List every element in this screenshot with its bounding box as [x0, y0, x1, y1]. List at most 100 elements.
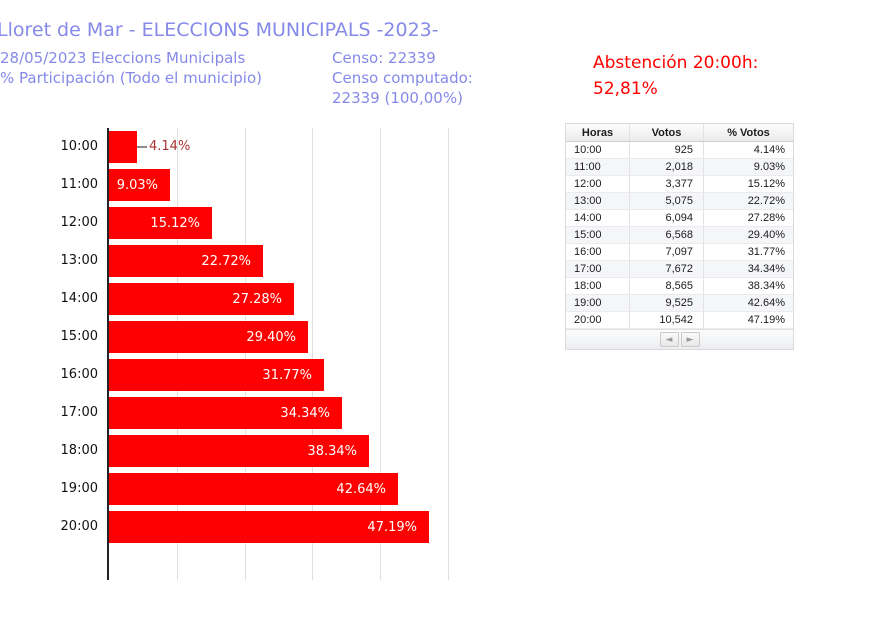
- table-cell-votos: 6,568: [630, 227, 704, 243]
- participation-bar: 9.03%: [109, 169, 170, 201]
- bar-value-label: 42.64%: [336, 481, 386, 497]
- pagination-prev-icon: ◄: [665, 334, 673, 345]
- chart-gridline: [177, 128, 178, 580]
- participation-bar: 22.72%: [109, 245, 263, 277]
- election-date-line: 28/05/2023 Eleccions Municipals: [0, 49, 246, 67]
- table-row: 13:00 5,075 22.72%: [566, 193, 793, 210]
- table-cell-votos: 3,377: [630, 176, 704, 192]
- bar-value-label: 31.77%: [262, 367, 312, 383]
- table-cell-hora: 11:00: [566, 159, 630, 175]
- table-row: 12:00 3,377 15.12%: [566, 176, 793, 193]
- chart-row: 14:00 27.28%: [61, 280, 453, 318]
- table-row: 10:00 925 4.14%: [566, 142, 793, 159]
- hour-tick-label: 11:00: [60, 177, 98, 192]
- censo-computado-value: 22339 (100,00%): [332, 89, 463, 107]
- pagination-next-button[interactable]: ►: [680, 332, 700, 347]
- table-pagination: ◄ ►: [566, 329, 793, 349]
- chart-row: 12:00 15.12%: [61, 204, 453, 242]
- chart-gridline: [380, 128, 381, 580]
- hour-tick-label: 16:00: [60, 367, 98, 382]
- table-cell-pct: 29.40%: [747, 229, 785, 241]
- hour-tick-label: 12:00: [60, 215, 98, 230]
- table-cell-votos: 925: [630, 142, 704, 158]
- abstencion-info: Abstención 20:00h: 52,81%: [593, 50, 758, 102]
- hour-tick-label: 19:00: [60, 481, 98, 496]
- participation-bar: 15.12%: [109, 207, 212, 239]
- bar-value-label: 38.34%: [307, 443, 357, 459]
- participation-bar: 27.28%: [109, 283, 294, 315]
- censo-computado-label: Censo computado:: [332, 69, 473, 87]
- bar-value-label: 34.34%: [280, 405, 330, 421]
- table-cell-votos: 10,542: [630, 312, 704, 328]
- table-cell-pct: 15.12%: [747, 178, 785, 190]
- censo-info: Censo: 22339 Censo computado: 22339 (100…: [332, 48, 473, 108]
- chart-row: 13:00 22.72%: [61, 242, 453, 280]
- table-cell-hora: 17:00: [566, 261, 630, 277]
- bar-value-label: 47.19%: [367, 519, 417, 535]
- table-cell-pct: 31.77%: [747, 246, 785, 258]
- chart-gridline: [312, 128, 313, 580]
- chart-row: 17:00 34.34%: [61, 394, 453, 432]
- chart-row: 15:00 29.40%: [61, 318, 453, 356]
- table-row: 19:00 9,525 42.64%: [566, 295, 793, 312]
- hour-tick-label: 20:00: [60, 519, 98, 534]
- bar-value-label: 4.14%: [149, 139, 191, 154]
- participation-bar: 42.64%: [109, 473, 398, 505]
- participation-bar: 29.40%: [109, 321, 308, 353]
- table-cell-pct: 4.14%: [753, 144, 785, 156]
- pagination-prev-button[interactable]: ◄: [659, 332, 679, 347]
- chart-row: 20:00 47.19%: [61, 508, 453, 546]
- bar-value-label: 9.03%: [116, 177, 158, 193]
- table-cell-hora: 13:00: [566, 193, 630, 209]
- hour-tick-label: 17:00: [60, 405, 98, 420]
- hour-tick-label: 14:00: [60, 291, 98, 306]
- table-row: 17:00 7,672 34.34%: [566, 261, 793, 278]
- table-cell-votos: 8,565: [630, 278, 704, 294]
- table-cell-votos: 6,094: [630, 210, 704, 226]
- bar-label-connector: [137, 146, 147, 148]
- participation-bar: 38.34%: [109, 435, 369, 467]
- pagination-next-icon: ►: [686, 334, 694, 345]
- table-cell-hora: 15:00: [566, 227, 630, 243]
- table-row: 18:00 8,565 38.34%: [566, 278, 793, 295]
- hour-tick-label: 15:00: [60, 329, 98, 344]
- chart-row: 11:00 9.03%: [61, 166, 453, 204]
- table-cell-pct: 47.19%: [747, 314, 785, 326]
- censo-line: Censo: 22339: [332, 49, 436, 67]
- abstencion-value: 52,81%: [593, 79, 658, 99]
- table-cell-hora: 12:00: [566, 176, 630, 192]
- votes-table-body: 10:00 925 4.14% 11:00 2,018 9.03% 12:00 3,377 15…: [566, 142, 793, 329]
- table-row: 16:00 7,097 31.77%: [566, 244, 793, 261]
- table-row: 14:00 6,094 27.28%: [566, 210, 793, 227]
- bar-value-label: 27.28%: [232, 291, 282, 307]
- chart-row: 16:00 31.77%: [61, 356, 453, 394]
- participation-bar: 31.77%: [109, 359, 324, 391]
- table-cell-hora: 18:00: [566, 278, 630, 294]
- table-cell-hora: 14:00: [566, 210, 630, 226]
- chart-row: 18:00 38.34%: [61, 432, 453, 470]
- table-cell-hora: 19:00: [566, 295, 630, 311]
- column-header-horas: Horas: [566, 124, 630, 141]
- participation-line: % Participación (Todo el municipio): [0, 69, 262, 87]
- table-cell-pct: 38.34%: [747, 280, 785, 292]
- table-cell-hora: 20:00: [566, 312, 630, 328]
- bar-value-label: 29.40%: [246, 329, 296, 345]
- chart-y-axis-line: [107, 128, 109, 580]
- hour-tick-label: 13:00: [60, 253, 98, 268]
- chart-gridline: [448, 128, 449, 580]
- chart-row: 19:00 42.64%: [61, 470, 453, 508]
- votes-table: Horas Votos % Votos 10:00 925 4.14% 11:00 2,…: [565, 123, 794, 350]
- table-cell-hora: 16:00: [566, 244, 630, 260]
- participation-bar: [109, 131, 137, 163]
- bar-value-label: 22.72%: [201, 253, 251, 269]
- abstencion-label: Abstención 20:00h:: [593, 53, 759, 73]
- table-cell-pct: 42.64%: [747, 297, 785, 309]
- hour-tick-label: 18:00: [60, 443, 98, 458]
- table-cell-pct: 22.72%: [747, 195, 785, 207]
- election-subtitle: 28/05/2023 Eleccions Municipals % Partic…: [0, 48, 262, 88]
- participation-bar-chart: 10:00 4.14% 11:00 9.03% 12:00 15.12% 13:00 22.7…: [61, 128, 453, 580]
- table-cell-votos: 2,018: [630, 159, 704, 175]
- chart-gridline: [245, 128, 246, 580]
- page-title: Lloret de Mar - ELECCIONS MUNICIPALS -20…: [0, 19, 439, 41]
